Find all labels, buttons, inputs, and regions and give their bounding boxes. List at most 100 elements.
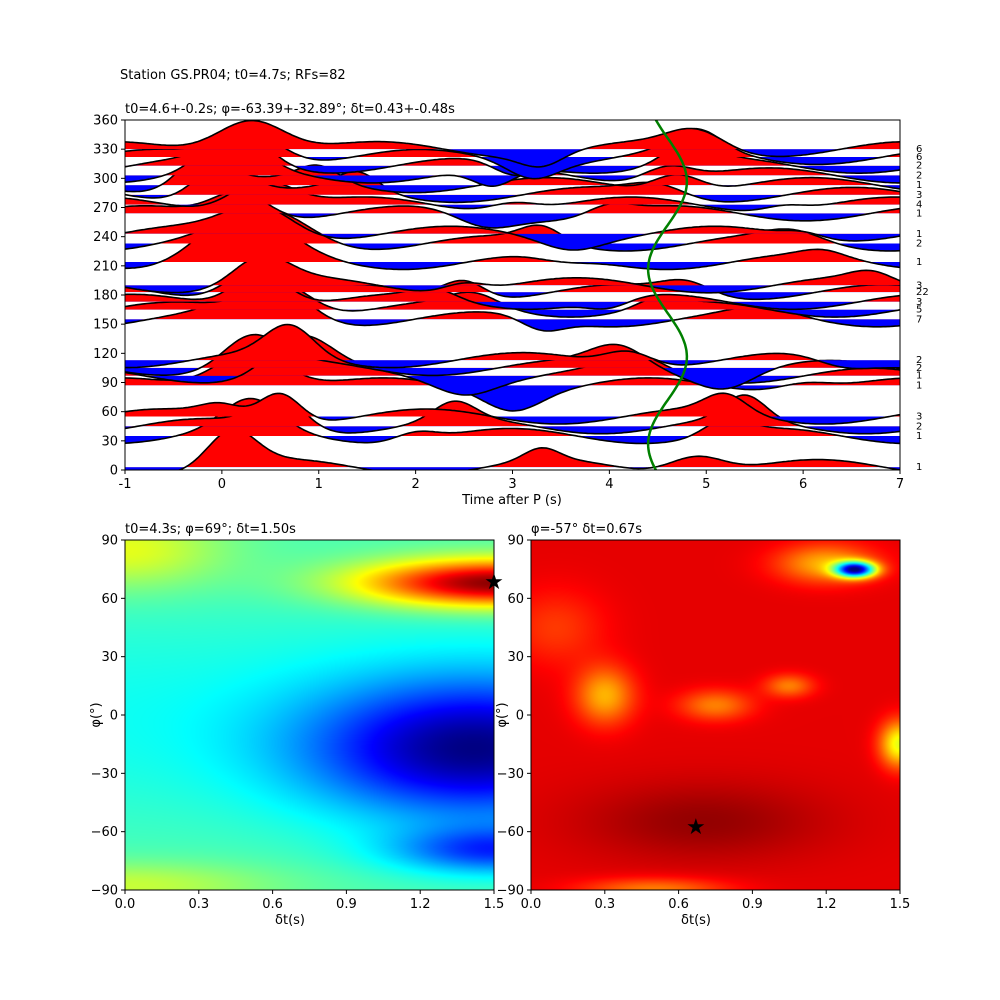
trace-negative-fill (125, 426, 900, 434)
x-tick-label: 0.3 (594, 897, 615, 912)
x-tick-label: 4 (605, 477, 613, 492)
trace-positive-fill (125, 191, 900, 214)
trace-count-label: 22 (916, 287, 929, 298)
x-tick-label: 3 (508, 477, 516, 492)
trace-line (125, 392, 900, 425)
y-tick-label: 270 (93, 201, 118, 216)
y-tick-label: 300 (93, 172, 118, 187)
trace-negative-fill (285, 213, 872, 228)
bottom-left-title: t0=4.3s; φ=69°; δt=1.50s (125, 522, 296, 537)
y-tick-label: 330 (93, 143, 118, 158)
trace-positive-fill (125, 131, 900, 166)
y-tick-label: 120 (93, 347, 118, 362)
trace-count-label: 2 (916, 170, 922, 181)
x-tick-label: 0.9 (336, 897, 357, 912)
x-tick-label: 0 (218, 477, 226, 492)
trace-count-label: 3 (916, 190, 922, 201)
trace-negative-fill (169, 204, 824, 211)
x-tick-label: 6 (799, 477, 807, 492)
trace-negative-fill (125, 194, 788, 203)
trace-count-label: 1 (916, 462, 922, 473)
bottom-right-x-axis: 0.0 0.3 0.6 0.9 1.2 1.5 (521, 890, 910, 912)
x-tick-label: 1.5 (484, 897, 505, 912)
y-tick-label: 90 (507, 534, 524, 549)
receiver-function-panel: t0=4.6+-0.2s; φ=-63.39+-32.89°; δt=0.43+… (93, 102, 929, 508)
t0-curve (646, 120, 689, 470)
y-tick-label: −60 (497, 825, 524, 840)
trace-count-label: 2 (916, 161, 922, 172)
trace-negative-fill (125, 261, 900, 270)
trace-line (125, 120, 900, 168)
figure-suptitle: Station GS.PR04; t0=4.7s; RFs=82 (120, 68, 346, 83)
trace-count-label: 6 (916, 144, 922, 155)
bottom-left-x-axis: 0.0 0.3 0.6 0.9 1.2 1.5 (115, 890, 505, 912)
bottom-right-y-axis: −90 −60 −30 0 30 60 90 (497, 534, 531, 899)
y-tick-label: −90 (497, 884, 524, 899)
grid-search-right-panel: φ=-57° δt=0.67s ★ 0.0 0.3 0.6 0.9 1.2 1.5 −90… (495, 522, 910, 928)
trace-count-label: 1 (916, 229, 922, 240)
trace-count-label: 2 (916, 238, 922, 249)
trace-negative-fill (125, 385, 900, 411)
trace-line (125, 397, 900, 445)
trace-positive-fill (125, 429, 900, 468)
trace-count-label: 5 (916, 305, 922, 316)
x-tick-label: 0.0 (521, 897, 542, 912)
best-fit-star-right: ★ (686, 815, 706, 840)
bottom-left-y-label: φ(°) (89, 702, 104, 727)
trace-count-label: 3 (916, 280, 922, 291)
y-tick-label: 150 (93, 318, 118, 333)
trace-count-label: 3 (916, 412, 922, 423)
x-tick-label: 0.9 (742, 897, 763, 912)
top-x-axis: -1 0 1 2 3 4 5 6 7 (119, 470, 904, 492)
trace-negative-fill (125, 301, 900, 310)
trace-count-label: 1 (916, 180, 922, 191)
trace-negative-fill (125, 175, 900, 187)
y-tick-label: 210 (93, 259, 118, 274)
heatmap-right (531, 540, 900, 890)
bottom-left-y-axis: −90 −60 −30 0 30 60 90 (91, 534, 125, 899)
bottom-right-title: φ=-57° δt=0.67s (531, 522, 642, 537)
y-tick-label: 60 (101, 592, 118, 607)
trace-negative-fill (143, 375, 806, 395)
trace-line (125, 323, 900, 370)
x-tick-label: 2 (411, 477, 419, 492)
y-tick-label: 360 (93, 114, 118, 129)
x-tick-label: 1.2 (816, 897, 837, 912)
trace-count-label: 6 (916, 152, 922, 163)
y-tick-label: 180 (93, 289, 118, 304)
trace-positive-fill (125, 393, 900, 417)
y-tick-label: 0 (110, 709, 118, 724)
y-tick-label: −60 (91, 825, 118, 840)
y-tick-label: −30 (91, 767, 118, 782)
trace-count-label: 1 (916, 431, 922, 442)
trace-positive-fill (125, 120, 900, 150)
trace-count-label: 7 (916, 314, 922, 325)
y-tick-label: 0 (110, 464, 118, 479)
trace-negative-fill (125, 149, 900, 167)
trace-positive-fill (125, 164, 900, 195)
y-tick-label: 240 (93, 230, 118, 245)
heatmap-left (125, 540, 494, 890)
trace-count-label: 2 (916, 355, 922, 366)
x-tick-label: 1.2 (410, 897, 431, 912)
bottom-left-x-label: δt(s) (275, 913, 305, 928)
trace-positive-fill (125, 282, 900, 310)
y-tick-label: 30 (101, 650, 118, 665)
trace-count-label: 1 (916, 371, 922, 382)
trace-count-label: 4 (916, 200, 922, 211)
x-tick-label: 5 (702, 477, 710, 492)
x-tick-label: 7 (896, 477, 904, 492)
top-y-axis: 0 30 60 90 120 150 180 210 240 270 300 330 360 (93, 114, 125, 479)
trace-line (125, 333, 900, 390)
x-tick-label: 0.6 (262, 897, 283, 912)
y-tick-label: −30 (497, 767, 524, 782)
trace-positive-fill (125, 394, 900, 427)
y-tick-label: 30 (101, 434, 118, 449)
trace-count-label: 2 (916, 363, 922, 374)
trace-group (125, 120, 900, 470)
y-tick-label: 90 (101, 534, 118, 549)
trace-line (177, 428, 900, 470)
trace-count-label: 2 (916, 421, 922, 432)
